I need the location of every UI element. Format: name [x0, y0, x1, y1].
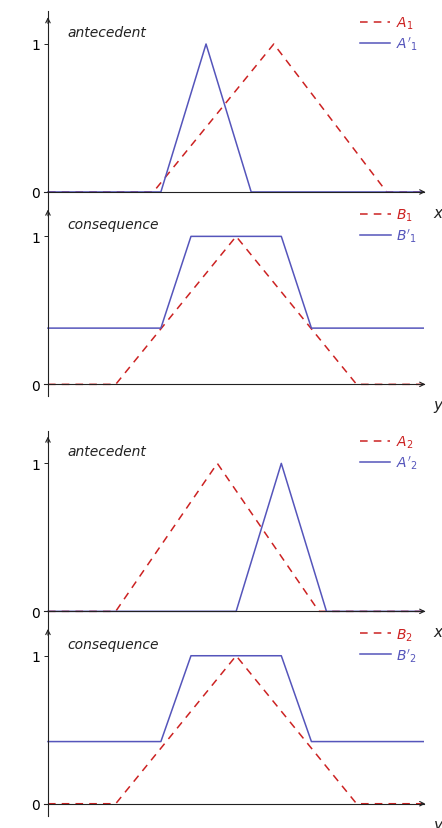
Legend: $\mathit{A}_{2}$, $\mathit{A}'_{2}$: $\mathit{A}_{2}$, $\mathit{A}'_{2}$ [360, 435, 417, 472]
Text: x: x [434, 624, 442, 639]
Text: antecedent: antecedent [67, 445, 146, 459]
Legend: $\mathit{B}_{2}$, $\mathit{B}'_{2}$: $\mathit{B}_{2}$, $\mathit{B}'_{2}$ [360, 627, 417, 664]
Text: consequence: consequence [67, 218, 159, 232]
Text: consequence: consequence [67, 637, 159, 651]
Text: antecedent: antecedent [67, 26, 146, 40]
Legend: $\mathit{B}_{1}$, $\mathit{B}'_{1}$: $\mathit{B}_{1}$, $\mathit{B}'_{1}$ [360, 208, 417, 245]
Legend: $\mathit{A}_{1}$, $\mathit{A}'_{1}$: $\mathit{A}_{1}$, $\mathit{A}'_{1}$ [360, 16, 417, 53]
Text: y: y [434, 397, 442, 412]
Text: y: y [434, 816, 442, 828]
Text: x: x [434, 205, 442, 220]
